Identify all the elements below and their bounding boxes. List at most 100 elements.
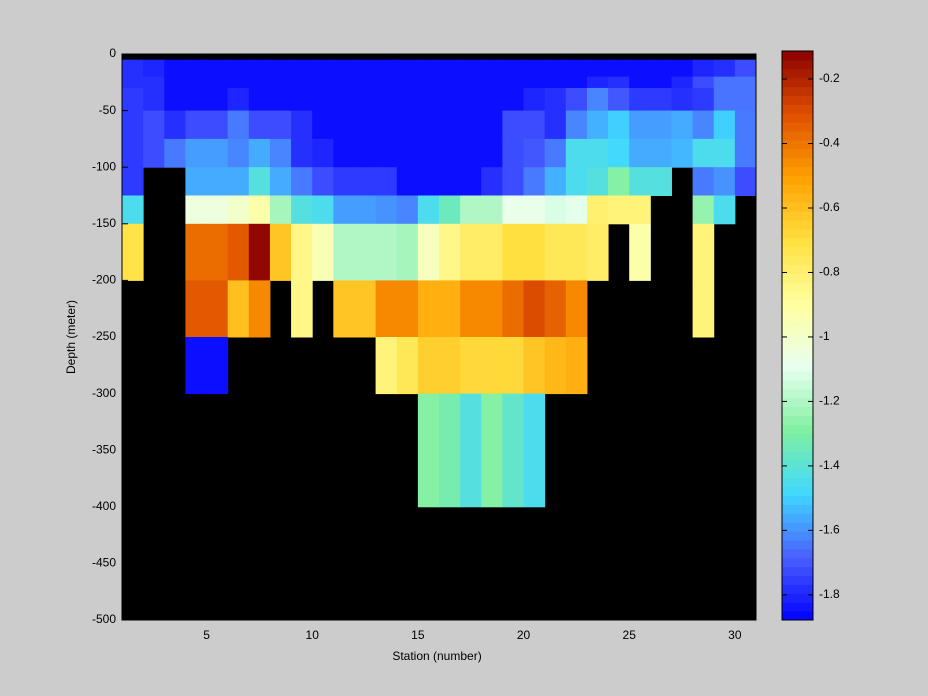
colorbar-swatch bbox=[782, 593, 813, 603]
heatmap-cell bbox=[143, 138, 165, 168]
heatmap-cell bbox=[692, 167, 715, 196]
heatmap-cell bbox=[396, 138, 419, 168]
heatmap-cell bbox=[417, 87, 440, 112]
heatmap-cell bbox=[417, 393, 440, 508]
heatmap-cell bbox=[502, 223, 525, 281]
heatmap-cell bbox=[227, 87, 250, 112]
heatmap-cell bbox=[523, 393, 546, 508]
x-tick-label: 30 bbox=[728, 628, 742, 642]
heatmap-cell bbox=[650, 110, 672, 140]
heatmap-cell bbox=[375, 167, 398, 196]
heatmap-cell bbox=[291, 195, 313, 225]
heatmap-cell bbox=[375, 138, 398, 168]
heatmap-cell bbox=[481, 337, 503, 395]
heatmap-cell bbox=[481, 167, 503, 196]
heatmap-cell bbox=[586, 223, 609, 281]
heatmap-cell bbox=[312, 138, 334, 168]
y-tick-label: 0 bbox=[109, 46, 116, 60]
colorbar-swatch bbox=[782, 282, 813, 292]
heatmap-cell bbox=[122, 223, 144, 281]
heatmap-cell bbox=[122, 87, 144, 112]
heatmap-cell bbox=[143, 76, 165, 89]
colorbar-swatch bbox=[782, 95, 813, 105]
colorbar-swatch bbox=[782, 122, 813, 132]
y-tick-label: -250 bbox=[92, 329, 116, 343]
colorbar-swatch bbox=[782, 131, 813, 141]
heatmap-cell bbox=[734, 110, 757, 140]
heatmap-cell bbox=[565, 138, 588, 168]
heatmap-cell bbox=[586, 195, 609, 225]
heatmap-cell bbox=[269, 110, 292, 140]
heatmap-cell bbox=[333, 223, 355, 281]
y-tick-label: -400 bbox=[92, 499, 116, 513]
heatmap-cell bbox=[354, 167, 377, 196]
colorbar-swatch bbox=[782, 264, 813, 274]
heatmap-cell bbox=[206, 138, 229, 168]
heatmap-cell bbox=[122, 110, 144, 140]
heatmap-cell bbox=[227, 223, 250, 281]
heatmap-cell bbox=[481, 393, 503, 508]
heatmap-cell bbox=[269, 76, 292, 89]
heatmap-cell bbox=[417, 110, 440, 140]
heatmap-cell bbox=[269, 59, 292, 78]
heatmap-cell bbox=[164, 76, 186, 89]
heatmap-cell bbox=[248, 76, 271, 89]
colorbar-swatch bbox=[782, 495, 813, 505]
heatmap-cell bbox=[460, 195, 482, 225]
heatmap-cell bbox=[439, 393, 461, 508]
heatmap-cell bbox=[713, 195, 736, 225]
colorbar-swatch bbox=[782, 299, 813, 310]
heatmap-cell bbox=[734, 76, 757, 89]
heatmap-cell bbox=[291, 76, 313, 89]
colorbar-swatch bbox=[782, 504, 813, 514]
heatmap-cell bbox=[460, 337, 482, 395]
x-tick-label: 25 bbox=[623, 628, 637, 642]
heatmap-cell bbox=[523, 195, 546, 225]
heatmap-cell bbox=[439, 110, 461, 140]
heatmap-cell bbox=[417, 167, 440, 196]
heatmap-cell bbox=[439, 280, 461, 338]
heatmap-cell bbox=[417, 223, 440, 281]
heatmap-cell bbox=[291, 87, 313, 112]
heatmap-cell bbox=[650, 59, 672, 78]
colorbar-swatch bbox=[782, 379, 813, 390]
heatmap-cell bbox=[481, 280, 503, 338]
y-tick-label: -450 bbox=[92, 556, 116, 570]
heatmap-cell bbox=[692, 195, 715, 225]
heatmap-cell bbox=[544, 76, 567, 89]
heatmap-cell bbox=[206, 223, 229, 281]
heatmap-cell bbox=[565, 195, 588, 225]
heatmap-cell bbox=[396, 280, 419, 338]
colorbar-swatch bbox=[782, 477, 813, 488]
colorbar-swatch bbox=[782, 388, 813, 399]
heatmap-cell bbox=[734, 59, 757, 78]
colorbar-swatch bbox=[782, 68, 813, 79]
colorbar-swatch bbox=[782, 486, 813, 497]
heatmap-cell bbox=[333, 195, 355, 225]
heatmap-cell bbox=[502, 76, 525, 89]
heatmap-cell bbox=[227, 280, 250, 338]
heatmap-cell bbox=[417, 138, 440, 168]
colorbar-tick-label: -0.4 bbox=[819, 136, 840, 150]
heatmap-cell bbox=[544, 110, 567, 140]
colorbar-swatch bbox=[782, 353, 813, 363]
heatmap-cell bbox=[248, 280, 271, 338]
heatmap-cell bbox=[629, 87, 651, 112]
heatmap-cell bbox=[502, 167, 525, 196]
colorbar-swatch bbox=[782, 255, 813, 265]
heatmap-cell bbox=[269, 167, 292, 196]
heatmap-cell bbox=[185, 76, 208, 89]
heatmap-cell bbox=[544, 195, 567, 225]
heatmap-cell bbox=[269, 195, 292, 225]
heatmap-cell bbox=[586, 76, 609, 89]
heatmap-cell bbox=[248, 223, 271, 281]
colorbar-tick-label: -0.6 bbox=[819, 200, 840, 214]
colorbar-swatch bbox=[782, 211, 813, 221]
heatmap-cell bbox=[608, 87, 630, 112]
heatmap-cell bbox=[523, 87, 546, 112]
heatmap-cell bbox=[417, 195, 440, 225]
heatmap-cell bbox=[713, 76, 736, 89]
heatmap-cell bbox=[396, 59, 419, 78]
heatmap-cell bbox=[227, 195, 250, 225]
heatmap-cell bbox=[206, 280, 229, 338]
